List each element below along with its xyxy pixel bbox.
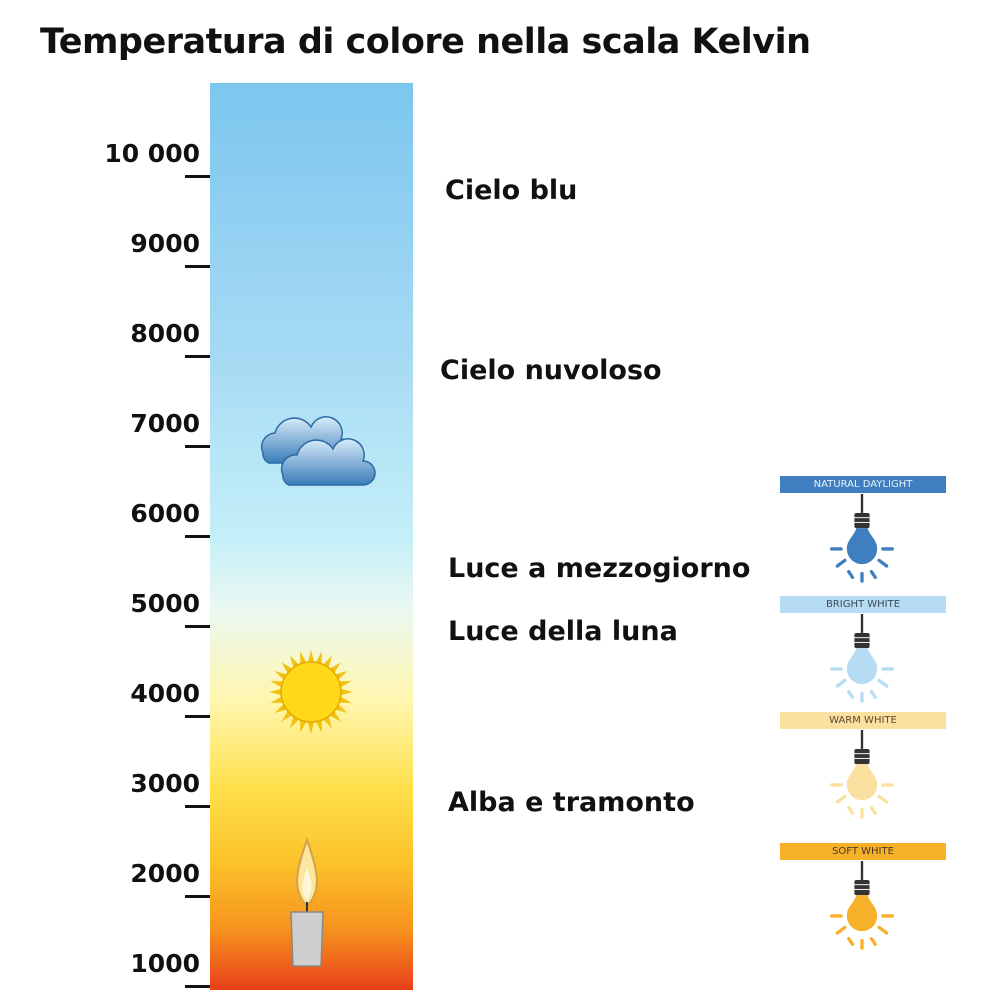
page-title: Temperatura di colore nella scala Kelvin <box>40 22 811 62</box>
bulb-banner: BRIGHT WHITE <box>780 596 946 613</box>
temperature-label: Alba e tramonto <box>448 787 695 818</box>
tick-mark <box>185 535 210 538</box>
light-bulb-icon <box>830 494 894 583</box>
sun-icon <box>269 650 353 734</box>
tick-mark <box>185 985 210 988</box>
tick-mark <box>185 895 210 898</box>
tick-label: 10 000 <box>104 139 200 168</box>
tick-mark <box>185 445 210 448</box>
temperature-label: Cielo blu <box>445 175 578 206</box>
tick-mark <box>185 355 210 358</box>
temperature-label: Cielo nuvoloso <box>440 355 662 386</box>
light-bulb-icon <box>830 614 894 703</box>
tick-label: 1000 <box>130 949 200 978</box>
tick-label: 3000 <box>130 769 200 798</box>
tick-label: 5000 <box>130 589 200 618</box>
tick-label: 4000 <box>130 679 200 708</box>
tick-mark <box>185 715 210 718</box>
candle-icon <box>290 838 324 967</box>
cloud-icon <box>260 416 376 486</box>
tick-mark <box>185 805 210 808</box>
bulb-banner: SOFT WHITE <box>780 843 946 860</box>
temperature-label: Luce a mezzogiorno <box>448 553 751 584</box>
light-bulb-icon <box>830 730 894 819</box>
tick-mark <box>185 625 210 628</box>
tick-label: 9000 <box>130 229 200 258</box>
bulb-banner: NATURAL DAYLIGHT <box>780 476 946 493</box>
tick-mark <box>185 265 210 268</box>
tick-label: 7000 <box>130 409 200 438</box>
kelvin-gradient-bar <box>210 83 413 990</box>
bulb-banner: WARM WHITE <box>780 712 946 729</box>
temperature-label: Luce della luna <box>448 616 678 647</box>
tick-mark <box>185 175 210 178</box>
light-bulb-icon <box>830 861 894 950</box>
tick-label: 8000 <box>130 319 200 348</box>
tick-label: 2000 <box>130 859 200 888</box>
tick-label: 6000 <box>130 499 200 528</box>
